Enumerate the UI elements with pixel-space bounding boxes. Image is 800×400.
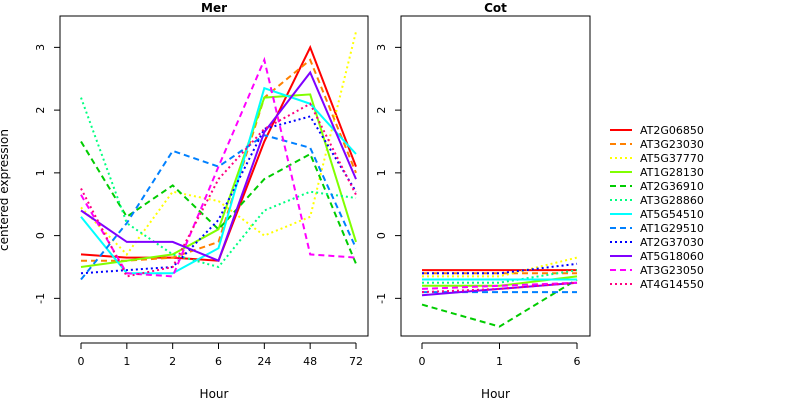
y-axis-label: centered expression [0,129,11,251]
legend-item: AT4G14550 [610,278,704,291]
legend-item: AT1G28130 [610,166,704,179]
x-tick-label: 0 [78,355,85,368]
x-tick-label: 6 [215,355,222,368]
series-line-at3g23050 [421,281,578,290]
x-tick-label: 1 [123,355,130,368]
panel-mer: Mer -1 0 1 2 3 0 1 2 6 24 48 72 Hour [34,1,369,400]
legend-item: AT5G54510 [610,208,704,221]
y-tick-label: 2 [34,107,47,114]
series-line-at2g37030 [422,262,578,275]
legend-item: AT2G36910 [610,180,704,193]
x-tick-label: 6 [574,355,581,368]
x-axis-label: Hour [481,387,510,400]
panels: Mer -1 0 1 2 3 0 1 2 6 24 48 72 Hour Cot -1 0 1 2 3 0 1 6 Hour [34,1,591,400]
legend-label: AT2G06850 [640,124,704,137]
legend-label: AT5G18060 [640,250,704,263]
series-line-at5g37770 [80,31,357,256]
x-tick-label: 24 [257,355,271,368]
series-line-at5g37770 [422,256,578,278]
legend-label: AT3G23050 [640,264,704,277]
panel-cot: Cot -1 0 1 2 3 0 1 6 Hour [375,1,591,400]
series-line-at4g14550 [80,102,357,278]
series-line-at3g28860 [422,269,578,284]
series-line-at1g28130 [80,93,357,268]
series-line-at5g18060 [80,70,357,263]
x-tick-label: 2 [169,355,176,368]
x-axis-label: Hour [200,387,229,400]
legend-label: AT1G28130 [640,166,704,179]
series-line-at3g28860 [80,97,357,269]
y-tick-label: 0 [34,232,47,239]
x-tick-label: 48 [303,355,317,368]
series-line-at1g29510 [80,134,357,281]
series-line-at3g23030 [81,58,357,262]
legend-item: AT3G23030 [610,138,704,151]
legend-label: AT1G29510 [640,222,704,235]
series-line-at5g54510 [80,86,357,275]
legend-label: AT5G54510 [640,208,704,221]
series-line-at2g36910 [421,278,578,328]
x-tick-label: 1 [496,355,503,368]
legend-item: AT5G18060 [610,250,704,263]
legend-item: AT3G23050 [610,264,704,277]
y-tick-label: 1 [34,169,47,176]
legend-item: AT2G06850 [610,124,704,137]
series-line-at5g18060 [421,281,578,297]
y-tick-label: 2 [375,107,388,114]
series-line-at4g14550 [421,281,578,294]
legend: AT2G06850AT3G23030AT5G37770AT1G28130AT2G… [610,124,704,291]
legend-item: AT1G29510 [610,222,704,235]
legend-item: AT2G37030 [610,236,704,249]
series-line-at3g23050 [80,56,357,278]
x-tick-label: 72 [349,355,363,368]
legend-label: AT2G36910 [640,180,704,193]
y-tick-label: 3 [34,44,47,51]
y-tick-label: 1 [375,169,388,176]
series-line-at2g37030 [80,115,357,275]
legend-item: AT5G37770 [610,152,704,165]
legend-label: AT3G28860 [640,194,704,207]
panel-title: Mer [201,1,227,15]
y-tick-label: 3 [375,44,388,51]
y-tick-label: 0 [375,232,388,239]
plot-frame [400,15,591,337]
legend-label: AT3G23030 [640,138,704,151]
x-tick-label: 0 [419,355,426,368]
legend-item: AT3G28860 [610,194,704,207]
panel-title: Cot [484,1,507,15]
legend-label: AT5G37770 [640,152,704,165]
legend-label: AT4G14550 [640,278,704,291]
y-tick-label: -1 [375,293,388,304]
legend-label: AT2G37030 [640,236,704,249]
y-tick-label: -1 [34,293,47,304]
plot-frame [59,15,369,337]
